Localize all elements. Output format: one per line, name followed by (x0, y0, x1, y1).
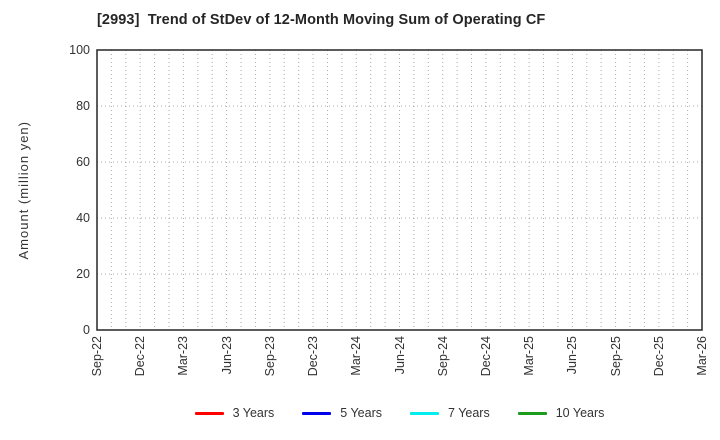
legend-item: 7 Years (410, 406, 490, 420)
legend-line-icon (517, 411, 547, 415)
legend-line-icon (302, 411, 332, 415)
legend-label: 5 Years (340, 406, 383, 420)
x-tick-label: Dec-25 (651, 336, 666, 377)
legend-item: 5 Years (302, 406, 382, 420)
legend-label: 3 Years (232, 406, 275, 420)
y-tick-label: 100 (69, 43, 90, 57)
x-tick-label: Mar-23 (176, 336, 191, 376)
x-tick-label: Dec-24 (478, 336, 493, 377)
chart-title: [2993] Trend of StDev of 12-Month Moving… (97, 12, 546, 28)
y-tick-label: 80 (76, 99, 90, 113)
y-tick-label: 0 (83, 323, 90, 337)
x-tick-label: Jun-25 (565, 336, 580, 375)
y-axis-label: Amount (million yen) (15, 120, 31, 260)
legend-item: 10 Years (517, 406, 605, 420)
y-tick-label: 20 (76, 267, 90, 281)
y-tick-label: 60 (76, 155, 90, 169)
legend-label: 7 Years (448, 406, 490, 420)
x-tick-label: Mar-24 (349, 336, 364, 376)
x-tick-label: Mar-26 (695, 336, 709, 376)
legend-line-icon (410, 411, 440, 415)
x-tick-label: Jun-24 (392, 336, 407, 375)
x-tick-label: Sep-25 (608, 336, 623, 377)
x-tick-label: Jun-23 (219, 336, 234, 375)
x-tick-label: Sep-22 (90, 336, 104, 377)
x-tick-label: Mar-25 (522, 336, 537, 376)
x-tick-label: Sep-23 (262, 336, 277, 377)
legend-line-icon (194, 411, 224, 415)
y-axis-label-container: Amount (million yen) (12, 50, 34, 330)
x-tick-label: Dec-23 (306, 336, 321, 377)
legend-label: 10 Years (555, 406, 605, 420)
legend-item: 3 Years (194, 406, 275, 420)
legend: 3 Years 5 Years 7 Years 10 Years (97, 403, 702, 423)
x-tick-label: Sep-24 (435, 336, 450, 377)
x-tick-label: Dec-22 (133, 336, 148, 377)
y-tick-label: 40 (76, 211, 90, 225)
